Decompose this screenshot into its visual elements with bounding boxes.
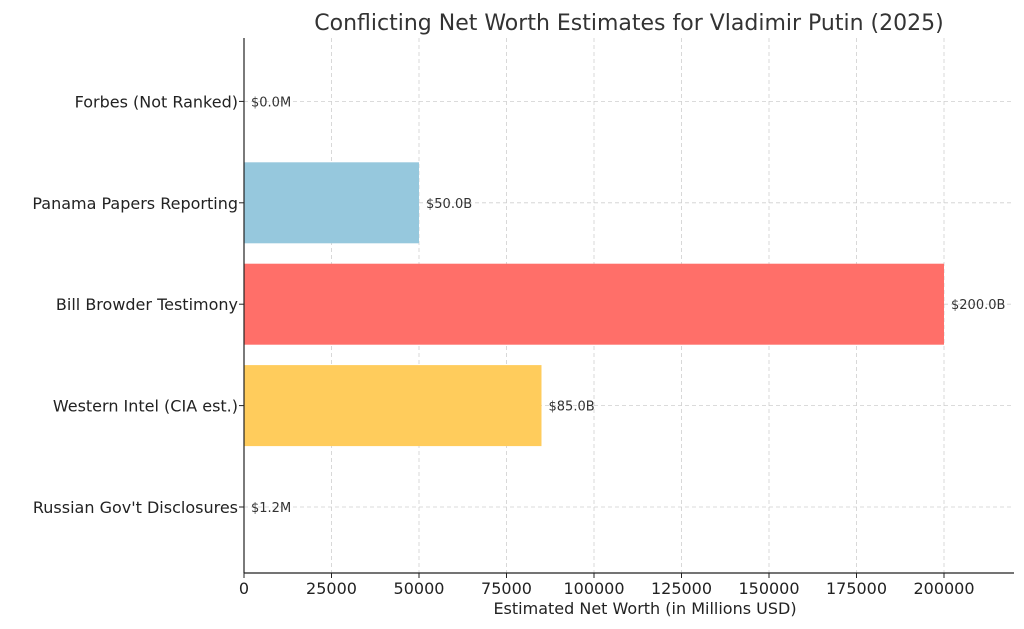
y-tick-label: Panama Papers Reporting: [32, 194, 238, 213]
data-labels: $1.2M $85.0B $200.0B $50.0B $0.0M: [251, 95, 1005, 516]
bar: [244, 162, 419, 244]
x-tick-label: 25000: [306, 579, 357, 598]
x-tick-label: 200000: [913, 579, 974, 598]
bar-value-label: $50.0B: [426, 197, 472, 212]
bar-value-label: $200.0B: [951, 298, 1005, 313]
bar: [244, 365, 542, 447]
x-tick-label: 175000: [826, 579, 887, 598]
x-tick-label: 100000: [563, 579, 624, 598]
y-axis-tick-labels: Russian Gov't Disclosures Western Intel (…: [32, 92, 244, 517]
x-axis-label: Estimated Net Worth (in Millions USD): [493, 599, 796, 618]
x-tick-label: 150000: [738, 579, 799, 598]
y-tick-label: Forbes (Not Ranked): [75, 92, 238, 111]
x-tick-label: 50000: [394, 579, 445, 598]
bar: [244, 263, 944, 345]
bars: [244, 162, 944, 548]
y-tick-label: Western Intel (CIA est.): [53, 397, 238, 416]
bar-value-label: $0.0M: [251, 95, 291, 110]
bar-value-label: $1.2M: [251, 501, 291, 516]
bar-value-label: $85.0B: [549, 400, 595, 415]
x-tick-label: 75000: [481, 579, 532, 598]
y-tick-label: Bill Browder Testimony: [56, 295, 238, 314]
x-tick-label: 125000: [651, 579, 712, 598]
chart-title: Conflicting Net Worth Estimates for Vlad…: [314, 11, 943, 36]
x-tick-label: 0: [239, 579, 249, 598]
x-axis-tick-labels: 0 25000 50000 75000 100000 125000 150000 175000…: [239, 573, 975, 598]
y-tick-label: Russian Gov't Disclosures: [33, 498, 238, 517]
